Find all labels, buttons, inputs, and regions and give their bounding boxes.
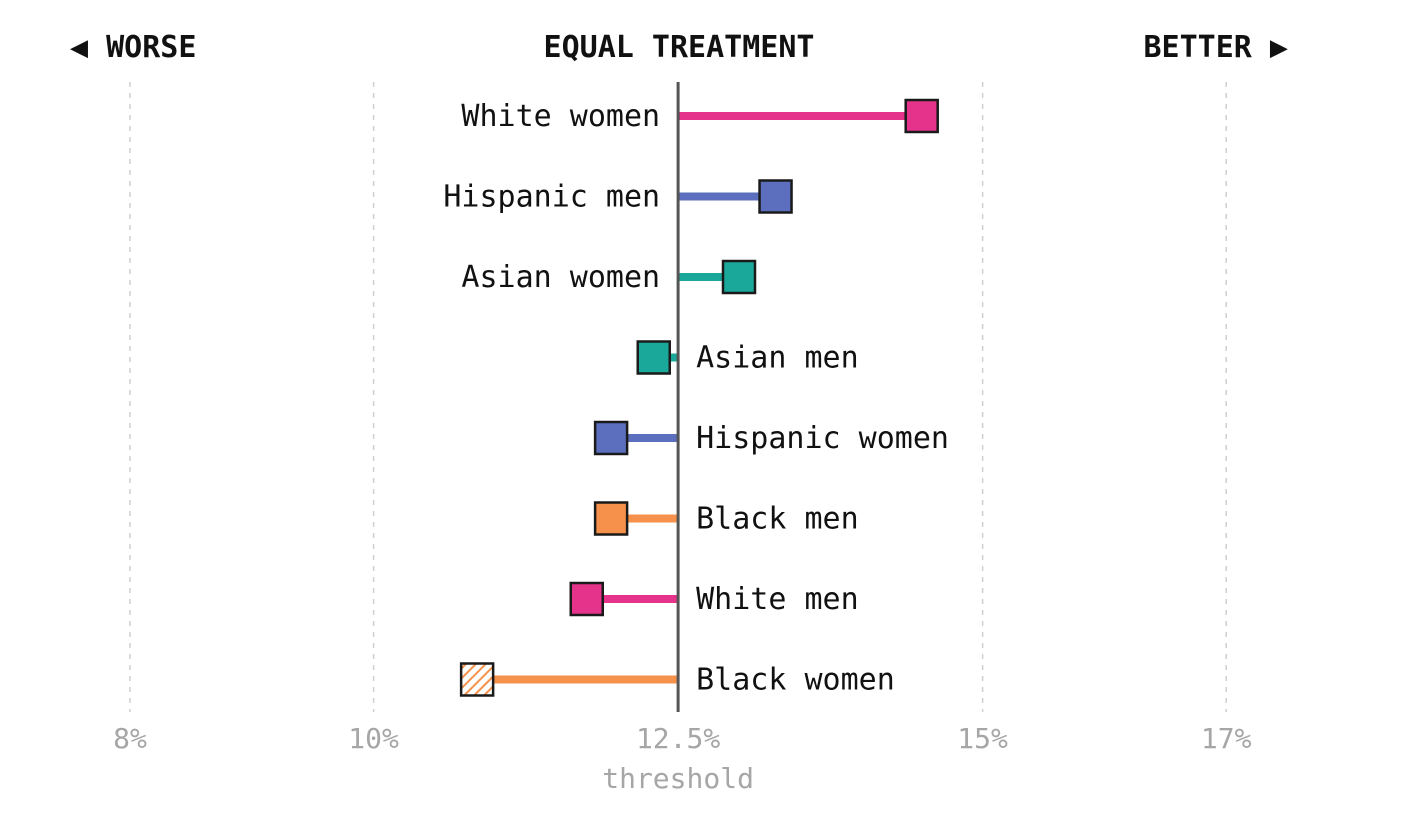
category-label: White men bbox=[696, 582, 859, 617]
x-tick-label: 15% bbox=[957, 722, 1008, 755]
x-tick-label: 10% bbox=[348, 722, 399, 755]
better-label: BETTER ▶ bbox=[1144, 30, 1289, 65]
threshold-label: threshold bbox=[602, 762, 754, 795]
bar-hispanic-men bbox=[678, 192, 776, 201]
category-labels: White women Hispanic men Asian women Asian … bbox=[443, 99, 949, 698]
equal-treatment-label: EQUAL TREATMENT bbox=[544, 30, 815, 65]
bar-white-women bbox=[678, 112, 922, 120]
category-label: Asian women bbox=[461, 260, 660, 295]
marker-white-men bbox=[569, 581, 604, 617]
category-label: Hispanic men bbox=[443, 180, 660, 215]
x-tick-label: 12.5% bbox=[636, 722, 720, 755]
x-tick-label: 8% bbox=[113, 722, 147, 755]
category-label: Black men bbox=[696, 502, 859, 537]
marker-hispanic-women bbox=[593, 420, 629, 456]
x-tick-label: 17% bbox=[1201, 722, 1252, 755]
worse-label: ◀ WORSE bbox=[70, 30, 196, 65]
marker-white-women bbox=[904, 98, 939, 134]
x-axis-ticks: 8% 10% 12.5% 15% 17% bbox=[113, 722, 1251, 755]
category-label: White women bbox=[461, 99, 660, 134]
marker-asian-women bbox=[721, 259, 757, 295]
bar-black-men bbox=[611, 514, 679, 523]
marker-asian-men bbox=[636, 340, 671, 375]
category-label: Hispanic women bbox=[696, 421, 949, 456]
category-label: Asian men bbox=[696, 341, 859, 376]
bar-hispanic-women bbox=[611, 434, 679, 442]
category-label: Black women bbox=[696, 663, 895, 698]
bar-asian-women bbox=[678, 273, 739, 281]
bar-black-women bbox=[477, 675, 679, 684]
marker-black-women bbox=[459, 662, 495, 697]
data-markers bbox=[459, 98, 939, 697]
bar-white-men bbox=[586, 595, 679, 603]
marker-hispanic-men bbox=[758, 179, 793, 214]
marker-black-men bbox=[593, 501, 629, 536]
